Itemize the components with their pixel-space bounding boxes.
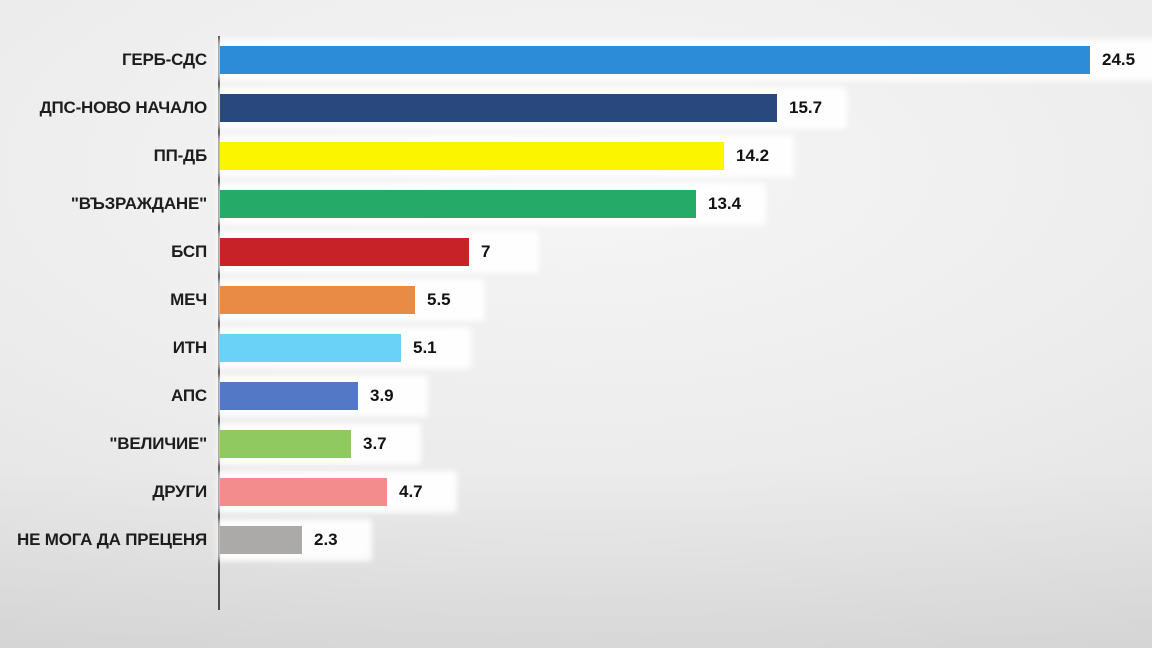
bar xyxy=(220,142,724,170)
category-label: АПС xyxy=(171,386,207,405)
bar-row: 5.5 xyxy=(218,279,485,321)
y-axis-line xyxy=(218,36,220,610)
category-label: ДПС-НОВО НАЧАЛО xyxy=(39,98,208,117)
category-label: ГЕРБ-СДС xyxy=(121,50,207,69)
bar xyxy=(220,478,387,506)
bar-row: 15.7 xyxy=(218,87,847,129)
bar-row: 3.9 xyxy=(218,375,428,417)
category-labels: ГЕРБ-СДС ДПС-НОВО НАЧАЛО ПП-ДБ "ВЪЗРАЖДАНЕ"… xyxy=(0,0,207,648)
bar-value-label: 15.7 xyxy=(789,98,823,117)
category-label: БСП xyxy=(171,242,207,261)
bar-row: 24.5 xyxy=(218,39,1152,81)
bar-value-label: 14.2 xyxy=(736,146,770,165)
bar-value-label: 24.5 xyxy=(1102,50,1136,69)
bar-value-label: 5.5 xyxy=(427,290,451,309)
bar-value-label: 5.1 xyxy=(413,338,437,357)
category-label: "ВЪЗРАЖДАНЕ" xyxy=(70,194,207,213)
bar xyxy=(220,334,401,362)
bar-value-label: 4.7 xyxy=(399,482,423,501)
bar xyxy=(220,190,696,218)
bar-row: 7 xyxy=(218,231,539,273)
bar-row: 14.2 xyxy=(218,135,794,177)
plot-area: 24.5 15.7 14.2 13.4 7 5.5 5.1 3.9 3.7 4.7 2.3 xyxy=(218,0,1152,648)
bar xyxy=(220,46,1090,74)
bar xyxy=(220,286,415,314)
category-label: "ВЕЛИЧИЕ" xyxy=(109,434,207,453)
category-label: ИТН xyxy=(172,338,207,357)
bar-value-label: 3.9 xyxy=(370,386,394,405)
category-label: НЕ МОГА ДА ПРЕЦЕНЯ xyxy=(17,530,207,549)
category-label: МЕЧ xyxy=(170,290,207,309)
category-label: ДРУГИ xyxy=(152,482,207,501)
bar-value-label: 13.4 xyxy=(708,194,742,213)
bar-row: 3.7 xyxy=(218,423,421,465)
bar-value-label: 7 xyxy=(481,242,491,261)
bar-row: 4.7 xyxy=(218,471,457,513)
bar xyxy=(220,94,777,122)
bar xyxy=(220,382,358,410)
bar-row: 2.3 xyxy=(218,519,372,561)
bar-value-label: 3.7 xyxy=(363,434,387,453)
bar-row: 13.4 xyxy=(218,183,766,225)
bar xyxy=(220,430,351,458)
category-label: ПП-ДБ xyxy=(153,146,208,165)
bar xyxy=(220,238,469,266)
bar xyxy=(220,526,302,554)
bar-value-label: 2.3 xyxy=(314,530,338,549)
bar-row: 5.1 xyxy=(218,327,471,369)
